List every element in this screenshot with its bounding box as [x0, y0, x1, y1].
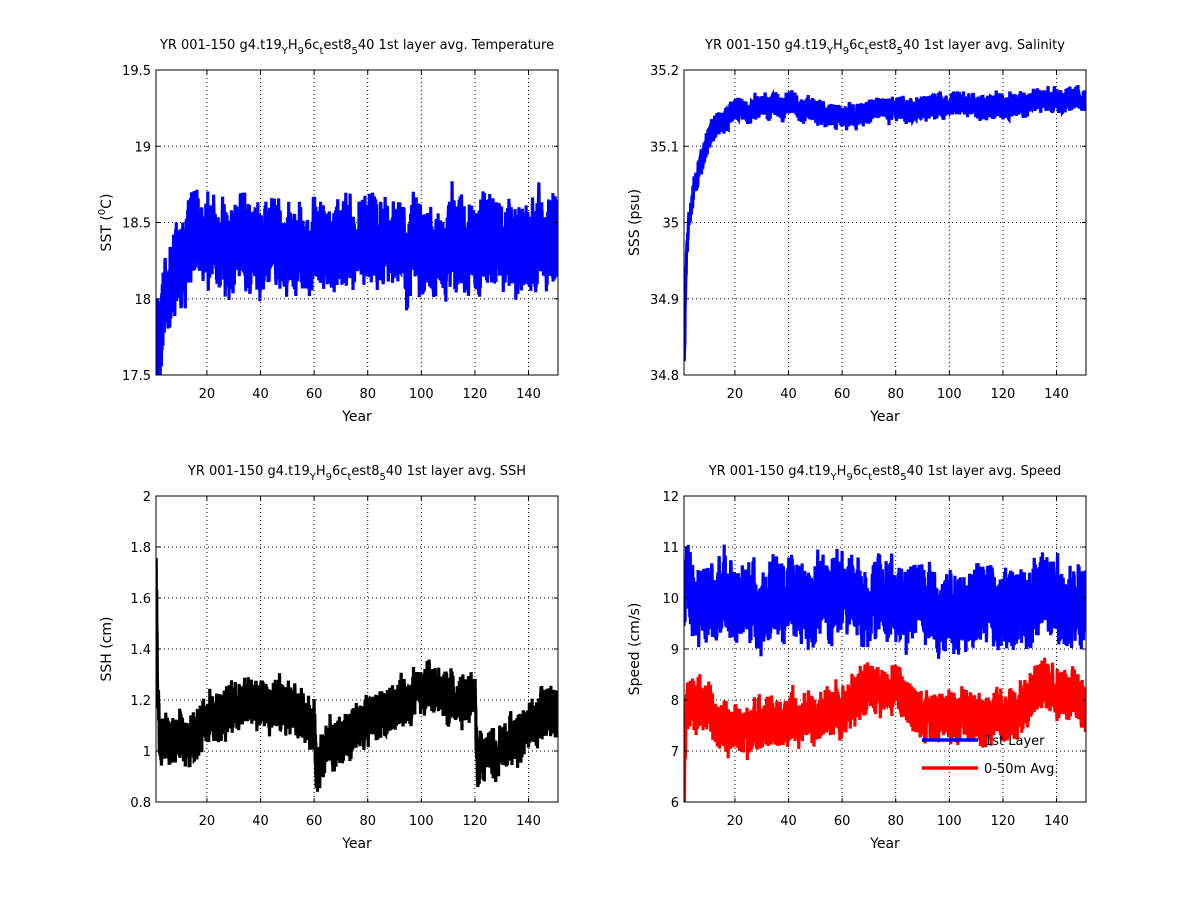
x-tick-label: 40 [252, 814, 269, 829]
x-tick-label: 40 [780, 387, 797, 402]
x-tick-label: 140 [516, 387, 541, 402]
chart-title: YR 001-150 g4.t19YH96ctest8540 1st layer… [708, 464, 1062, 483]
x-tick-label: 80 [887, 814, 904, 829]
y-tick-label: 19 [134, 140, 151, 155]
y-tick-label: 35 [662, 217, 679, 232]
x-axis-label: Year [869, 409, 900, 425]
series-line-0-50m-avg- [684, 657, 1086, 802]
x-tick-label: 60 [306, 387, 323, 402]
y-axis-label: SSH (cm) [99, 616, 115, 681]
y-tick-label: 12 [662, 490, 679, 505]
y-tick-label: 11 [662, 541, 679, 556]
y-tick-label: 7 [671, 745, 679, 760]
y-tick-label: 34.8 [650, 369, 679, 384]
x-tick-label: 120 [991, 387, 1016, 402]
chart-title: YR 001-150 g4.t19YH96ctest8540 1st layer… [159, 38, 554, 57]
series-line-1st-layer [684, 544, 1086, 659]
legend-label: 1st Layer [984, 734, 1045, 749]
x-tick-label: 100 [409, 814, 434, 829]
y-axis-label: Speed (cm/s) [627, 603, 643, 696]
x-tick-label: 140 [1044, 387, 1069, 402]
x-tick-label: 40 [780, 814, 797, 829]
x-tick-label: 120 [463, 814, 488, 829]
x-tick-label: 60 [306, 814, 323, 829]
chart-speed: 20 40 60 80 100 120 140 6 7 8 9 10 11 12 YR 001-150 g4… [627, 464, 1087, 852]
y-tick-label: 1.6 [130, 592, 151, 607]
y-tick-label: 1.8 [130, 541, 151, 556]
chart-title: YR 001-150 g4.t19YH96ctest8540 1st layer… [704, 38, 1065, 57]
y-tick-label: 1 [143, 745, 151, 760]
y-tick-label: 1.4 [130, 643, 151, 658]
x-tick-label: 80 [887, 387, 904, 402]
y-tick-label: 35.1 [650, 140, 679, 155]
x-tick-label: 140 [1044, 814, 1069, 829]
chart-salinity: 20 40 60 80 100 120 140 34.8 34.9 35 35.1 35.2 YR 00… [627, 38, 1087, 425]
x-axis-label: Year [341, 409, 372, 425]
x-tick-label: 100 [409, 387, 434, 402]
y-tick-label: 2 [143, 490, 151, 505]
y-axis-label: SSS (psu) [627, 189, 643, 256]
y-tick-label: 9 [671, 643, 679, 658]
x-tick-label: 20 [199, 814, 216, 829]
y-axis-label: SST (0C) [97, 194, 115, 252]
x-tick-label: 80 [359, 387, 376, 402]
x-tick-label: 60 [834, 387, 851, 402]
y-tick-label: 18.5 [122, 217, 151, 232]
x-tick-label: 20 [199, 387, 216, 402]
y-tick-label: 18 [134, 293, 151, 308]
series-line-0 [684, 84, 1086, 362]
legend-label: 0-50m Avg. [984, 762, 1059, 777]
x-tick-label: 40 [252, 387, 269, 402]
x-tick-label: 120 [463, 387, 488, 402]
y-tick-label: 10 [662, 592, 679, 607]
y-tick-label: 6 [671, 796, 679, 811]
x-tick-label: 140 [516, 814, 541, 829]
x-tick-label: 60 [834, 814, 851, 829]
y-tick-label: 19.5 [122, 64, 151, 79]
y-tick-label: 17.5 [122, 369, 151, 384]
y-tick-label: 34.9 [650, 293, 679, 308]
y-tick-label: 35.2 [650, 64, 679, 79]
chart-ssh: 20 40 60 80 100 120 140 0.8 1 1.2 1.4 1.6 1.8 2 YR 001… [99, 464, 559, 852]
x-tick-label: 100 [937, 387, 962, 402]
y-tick-label: 8 [671, 694, 679, 709]
x-axis-label: Year [869, 836, 900, 852]
y-tick-label: 1.2 [130, 694, 151, 709]
series-line-0 [156, 557, 558, 792]
series-line-0 [156, 181, 558, 375]
y-tick-label: 0.8 [130, 796, 151, 811]
x-tick-label: 120 [991, 814, 1016, 829]
legend: 1st Layer 0-50m Avg. [922, 734, 1059, 777]
x-tick-label: 20 [727, 387, 744, 402]
chart-title: YR 001-150 g4.t19YH96ctest8540 1st layer… [187, 464, 526, 483]
chart-temperature: 20 40 60 80 100 120 140 17.5 18 18.5 19 19.5 YR 001-… [97, 38, 559, 425]
x-axis-label: Year [341, 836, 372, 852]
x-tick-label: 80 [359, 814, 376, 829]
x-tick-label: 20 [727, 814, 744, 829]
x-tick-label: 100 [937, 814, 962, 829]
